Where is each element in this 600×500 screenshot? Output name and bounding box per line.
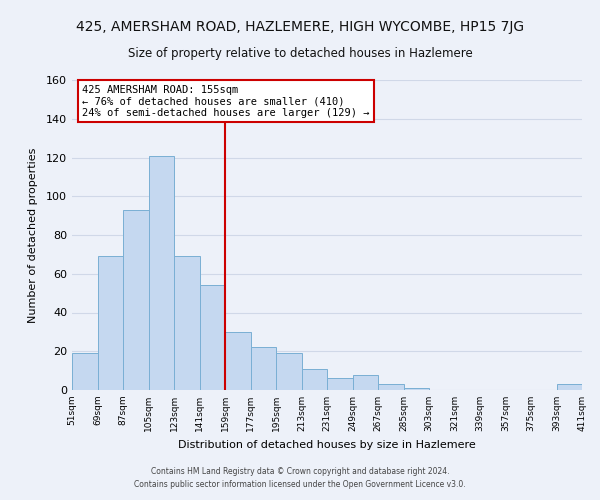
Bar: [72, 353, 97, 390]
Bar: [225, 332, 251, 390]
Bar: [199, 286, 225, 390]
Bar: [149, 156, 174, 390]
Bar: [302, 368, 327, 390]
Text: Contains public sector information licensed under the Open Government Licence v3: Contains public sector information licen…: [134, 480, 466, 489]
Text: Contains HM Land Registry data © Crown copyright and database right 2024.: Contains HM Land Registry data © Crown c…: [151, 467, 449, 476]
Bar: [276, 353, 302, 390]
Bar: [123, 210, 149, 390]
Bar: [404, 388, 429, 390]
Bar: [97, 256, 123, 390]
X-axis label: Distribution of detached houses by size in Hazlemere: Distribution of detached houses by size …: [178, 440, 476, 450]
Y-axis label: Number of detached properties: Number of detached properties: [28, 148, 38, 322]
Text: 425 AMERSHAM ROAD: 155sqm
← 76% of detached houses are smaller (410)
24% of semi: 425 AMERSHAM ROAD: 155sqm ← 76% of detac…: [82, 84, 370, 118]
Bar: [353, 374, 378, 390]
Bar: [327, 378, 353, 390]
Bar: [378, 384, 404, 390]
Bar: [174, 256, 199, 390]
Text: Size of property relative to detached houses in Hazlemere: Size of property relative to detached ho…: [128, 48, 472, 60]
Text: 425, AMERSHAM ROAD, HAZLEMERE, HIGH WYCOMBE, HP15 7JG: 425, AMERSHAM ROAD, HAZLEMERE, HIGH WYCO…: [76, 20, 524, 34]
Bar: [557, 384, 582, 390]
Bar: [251, 348, 276, 390]
